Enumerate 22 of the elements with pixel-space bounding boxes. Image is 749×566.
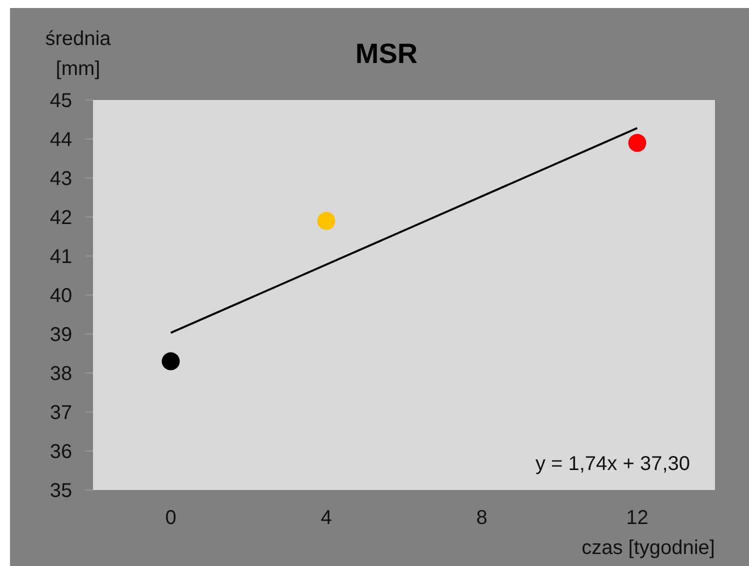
x-tick-label: 12 [626,507,648,529]
y-tick-label: 42 [50,207,72,229]
chart-title: MSR [355,38,418,69]
annotation: y = 1,74x + 37,30 [535,453,690,475]
y-tick-label: 40 [50,285,72,307]
x-axis-title: czas [tygodnie] [582,537,715,559]
y-tick-label: 37 [50,402,72,424]
y-tick-label: 38 [50,363,72,385]
point [162,352,180,370]
x-tick-label: 8 [476,507,488,529]
y-axis-title: średnia [mm] [45,28,112,80]
point [317,212,336,230]
point [628,134,646,152]
y-tick-label: 39 [50,324,72,346]
y-tick-label: 35 [50,480,72,502]
y-tick-label: 45 [50,90,72,112]
y-tick-label: 36 [50,441,72,463]
y-tick-label: 41 [50,246,72,268]
y-tick-label: 44 [50,129,72,151]
x-tick-label: 0 [165,507,176,529]
x-tick-label: 4 [320,507,332,529]
y-tick-label: 43 [50,168,72,190]
